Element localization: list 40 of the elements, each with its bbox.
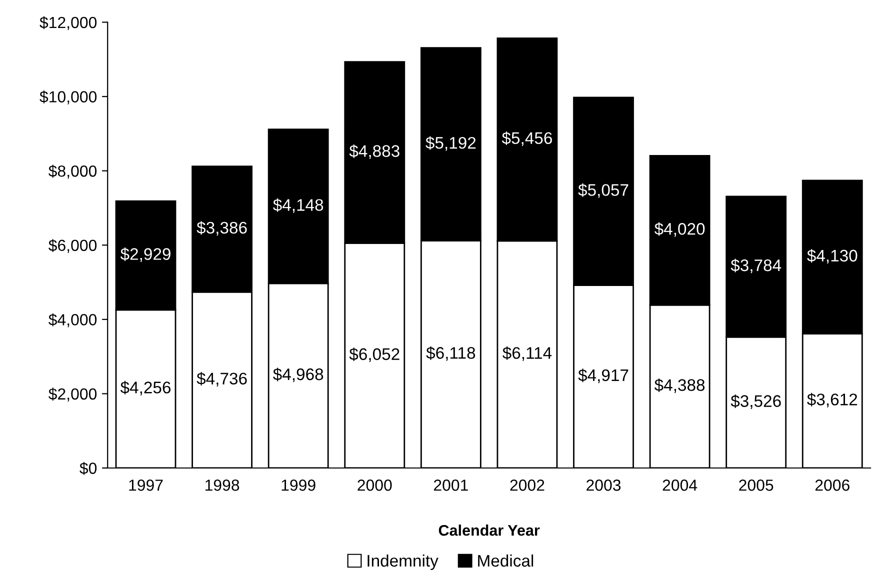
x-tick-label: 1998 [205,480,240,491]
data-label: $4,388 [654,378,705,393]
y-tick-label: $12,000 [40,16,97,30]
y-tick-label: $10,000 [40,90,97,104]
data-label: $2,929 [120,247,170,262]
data-label: $3,784 [730,258,782,274]
data-label: $4,020 [654,222,705,237]
x-tick-label: 2004 [662,480,698,491]
data-label: $4,736 [196,372,247,386]
x-tick-label: 1999 [282,480,316,491]
data-label: $4,917 [578,368,628,384]
y-tick-label: $8,000 [48,164,97,179]
x-axis-title: Calendar Year [438,524,540,536]
data-label: $5,456 [502,132,552,146]
x-tick-label: 2005 [739,480,774,491]
x-tick-label: 2001 [434,480,468,491]
y-tick-label: $0 [80,462,97,475]
data-label: $6,052 [349,348,400,362]
data-label: $3,526 [730,394,781,409]
data-label: $3,612 [807,392,858,408]
data-label: $4,968 [273,368,324,382]
x-tick-label: 1997 [129,480,163,491]
legend-label: Medical [478,554,534,567]
y-tick-label: $6,000 [48,239,97,253]
data-label: $6,118 [426,346,476,361]
data-label: $4,148 [273,198,324,213]
legend-label: Indemnity [368,554,438,570]
data-label: $4,130 [807,249,858,264]
data-label: $5,192 [426,136,476,151]
y-tick-label: $4,000 [48,313,97,328]
data-label: $3,386 [196,221,247,236]
x-tick-label: 2002 [510,480,544,491]
x-tick-label: 2006 [815,480,850,491]
data-label: $5,057 [578,183,628,198]
x-tick-label: 2000 [358,480,392,491]
y-tick-label: $2,000 [48,388,97,402]
x-tick-label: 2003 [586,480,621,491]
data-label: $6,114 [502,346,552,361]
data-label: $4,256 [120,380,171,396]
data-label: $4,883 [349,144,400,159]
